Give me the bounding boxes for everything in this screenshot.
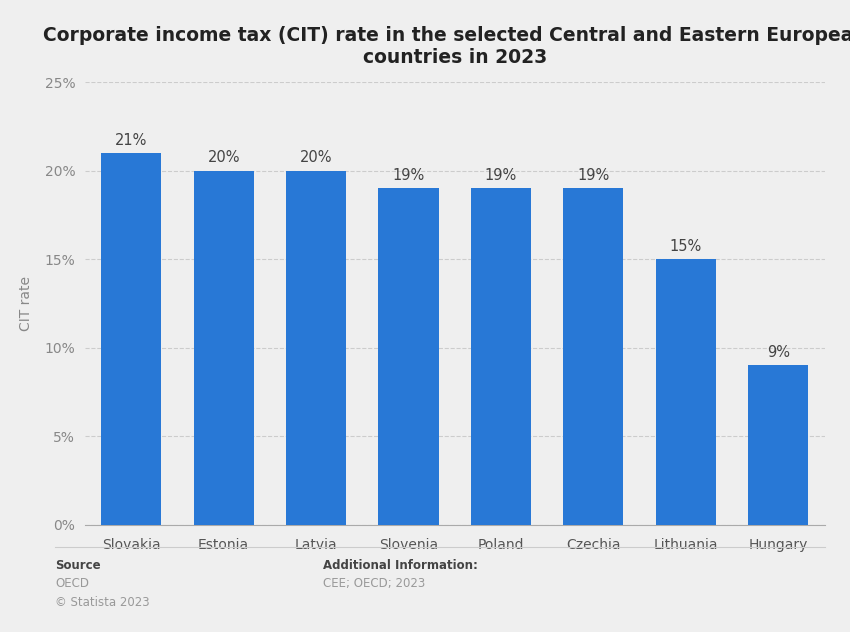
Text: 20%: 20%: [300, 150, 332, 166]
Bar: [194, 171, 253, 525]
Bar: [564, 188, 623, 525]
Bar: [378, 188, 439, 525]
Text: OECD
© Statista 2023: OECD © Statista 2023: [55, 577, 150, 609]
Bar: [286, 171, 346, 525]
Bar: [656, 259, 716, 525]
Text: 15%: 15%: [670, 239, 702, 254]
Bar: [748, 365, 808, 525]
Text: 19%: 19%: [393, 168, 425, 183]
Text: 20%: 20%: [207, 150, 240, 166]
Bar: [101, 153, 162, 525]
Text: 19%: 19%: [484, 168, 517, 183]
Text: 9%: 9%: [767, 345, 790, 360]
Bar: [471, 188, 531, 525]
Text: 19%: 19%: [577, 168, 609, 183]
Text: Additional Information:: Additional Information:: [323, 559, 478, 573]
Text: 21%: 21%: [115, 133, 147, 148]
Title: Corporate income tax (CIT) rate in the selected Central and Eastern European
cou: Corporate income tax (CIT) rate in the s…: [42, 26, 850, 67]
Y-axis label: CIT rate: CIT rate: [20, 276, 33, 331]
Text: CEE; OECD; 2023: CEE; OECD; 2023: [323, 577, 425, 590]
Text: Source: Source: [55, 559, 101, 573]
